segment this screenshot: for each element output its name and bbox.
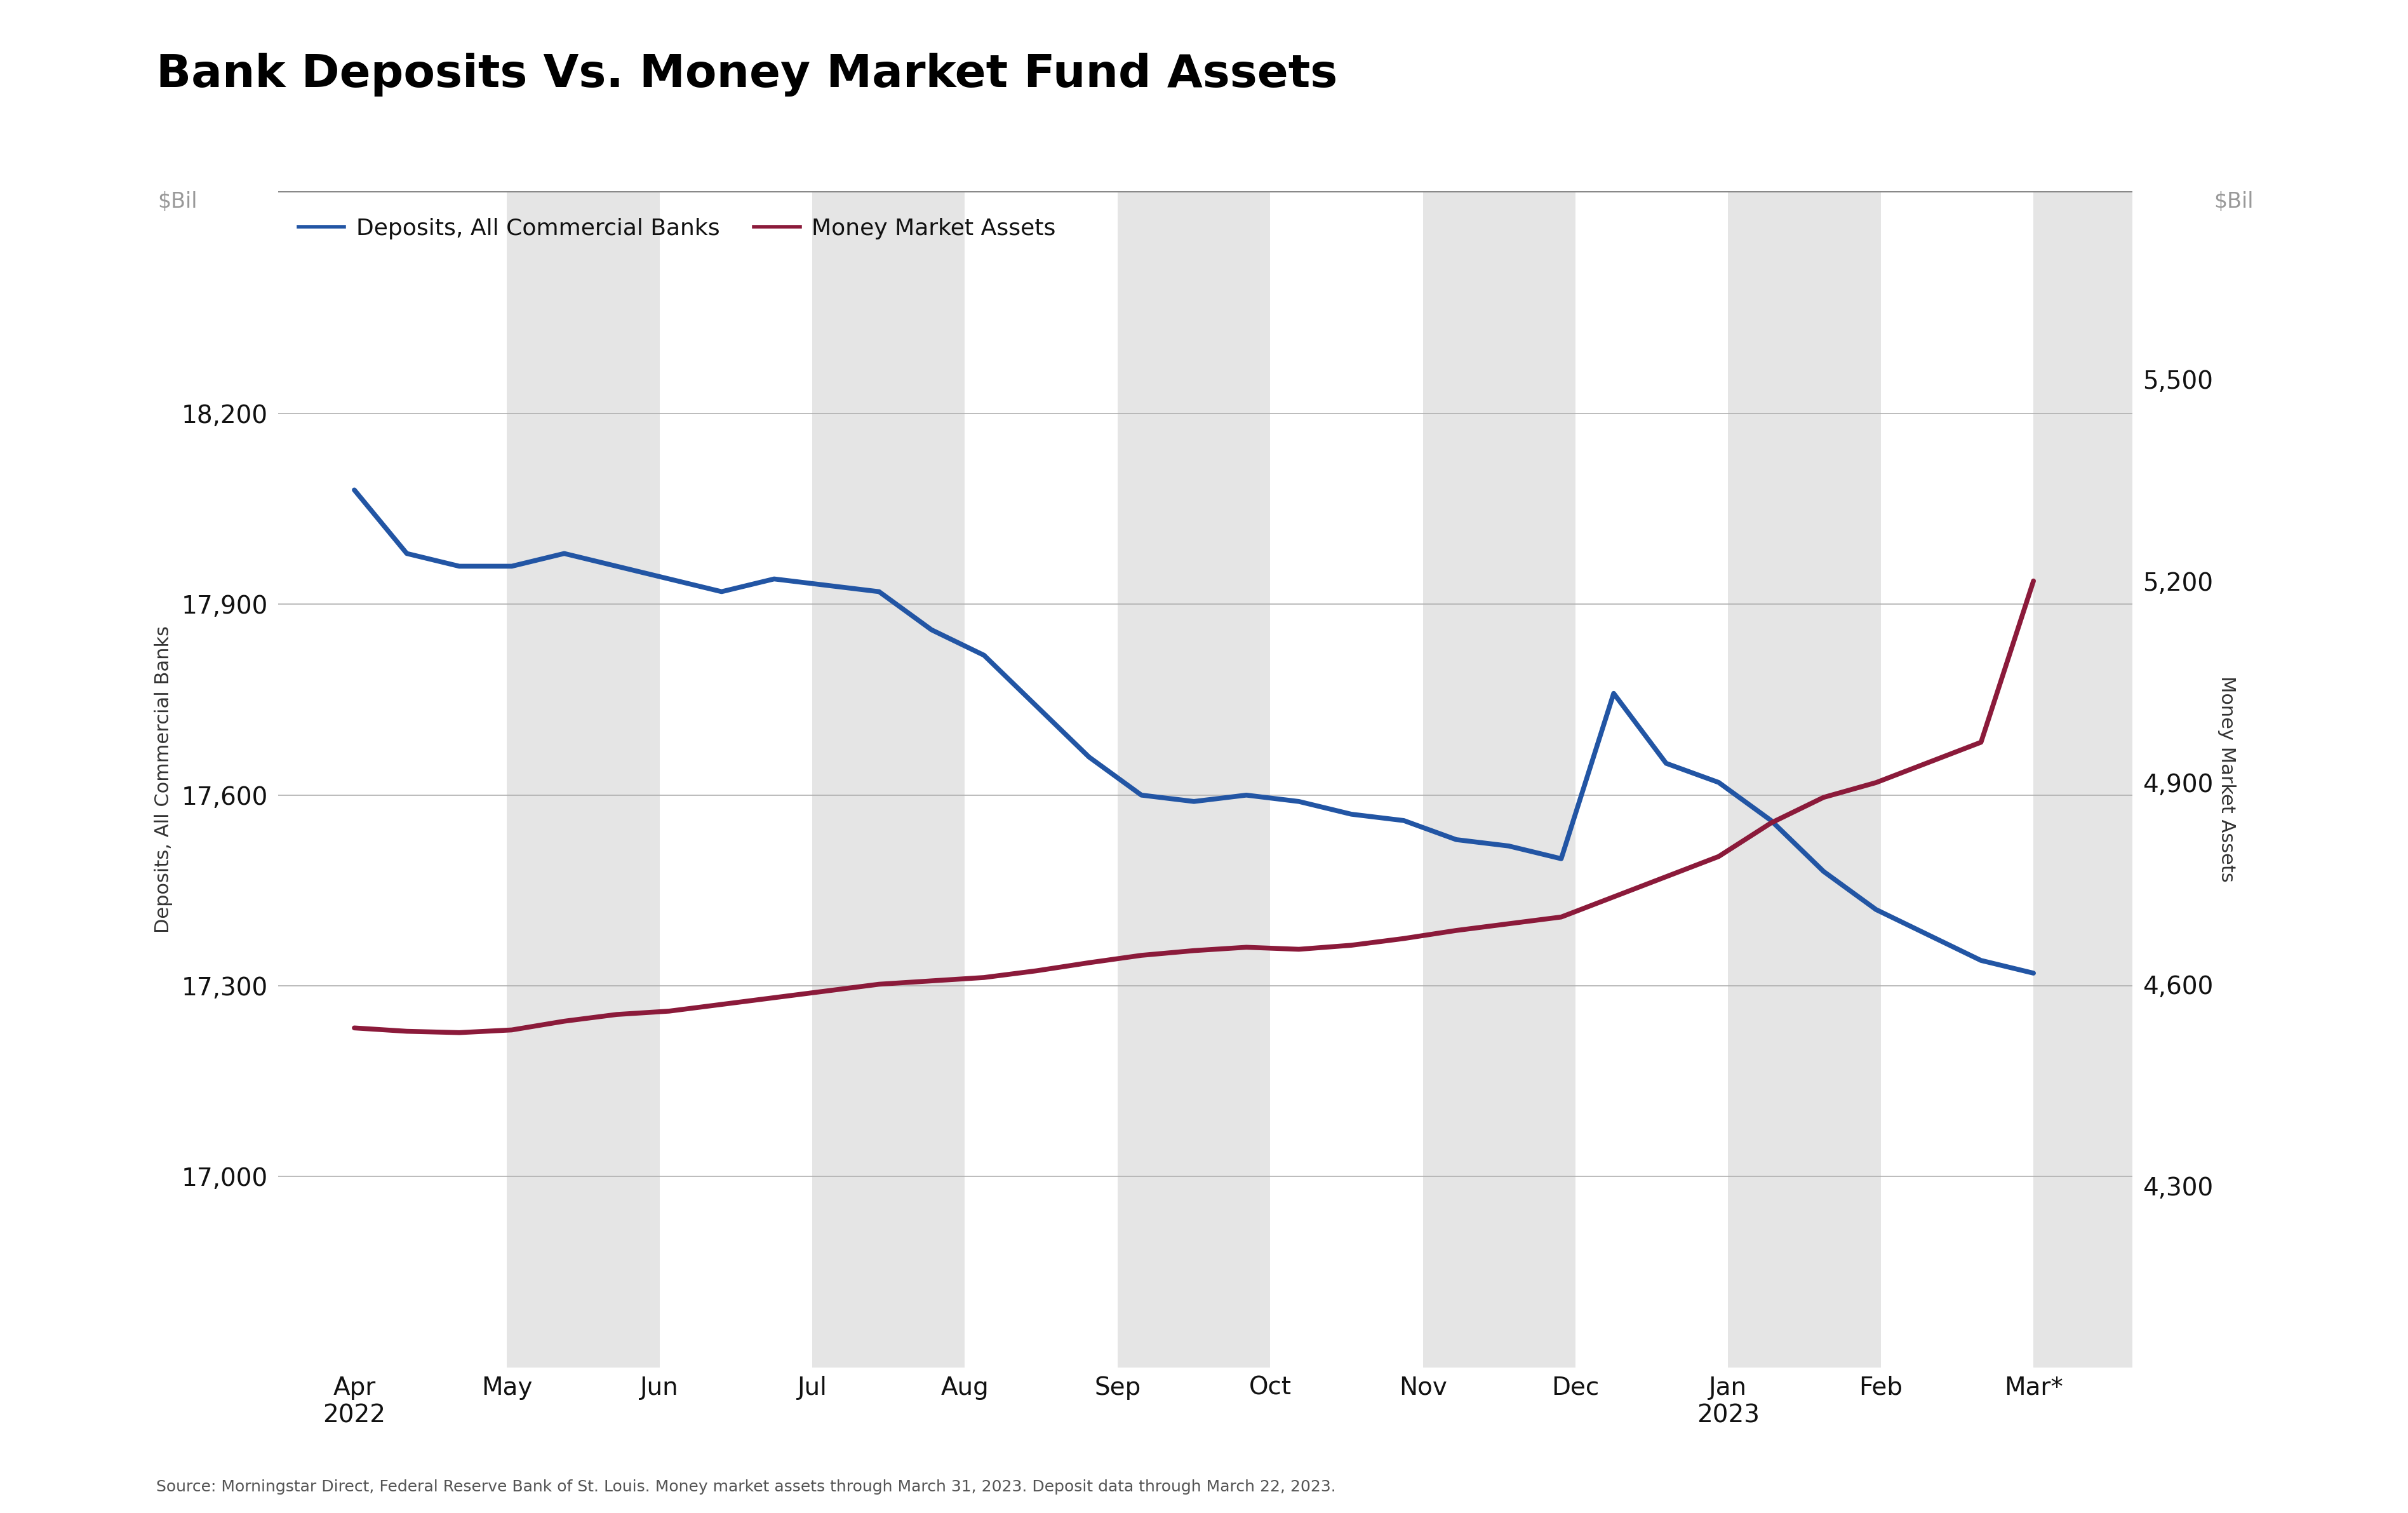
Bar xyxy=(811,191,966,1368)
Bar xyxy=(1423,191,1575,1368)
Bar xyxy=(508,191,660,1368)
Text: $Bil: $Bil xyxy=(2213,191,2254,212)
Text: Source: Morningstar Direct, Federal Reserve Bank of St. Louis. Money market asse: Source: Morningstar Direct, Federal Rese… xyxy=(157,1480,1336,1495)
Text: $Bil: $Bil xyxy=(157,191,197,212)
Legend: Deposits, All Commercial Banks, Money Market Assets: Deposits, All Commercial Banks, Money Ma… xyxy=(289,209,1064,248)
Bar xyxy=(1117,191,1269,1368)
Bar xyxy=(2032,191,2186,1368)
Y-axis label: Deposits, All Commercial Banks: Deposits, All Commercial Banks xyxy=(154,625,173,934)
Y-axis label: Money Market Assets: Money Market Assets xyxy=(2218,676,2235,882)
Text: Bank Deposits Vs. Money Market Fund Assets: Bank Deposits Vs. Money Market Fund Asse… xyxy=(157,53,1339,97)
Bar xyxy=(1729,191,1881,1368)
